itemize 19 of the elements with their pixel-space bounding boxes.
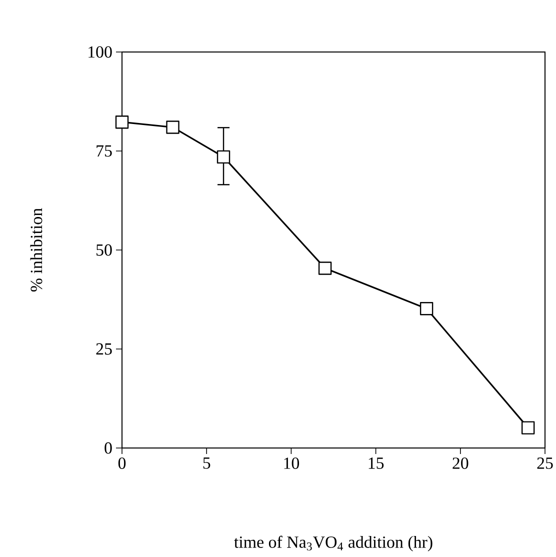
y-axis-title: % inhibition <box>30 208 42 292</box>
x-tick-label: 20 <box>452 458 468 469</box>
x-tick-label: 5 <box>203 458 210 469</box>
y-tick-label: 50 <box>96 244 112 256</box>
point <box>166 120 180 134</box>
point <box>420 302 434 316</box>
point <box>115 115 129 129</box>
x-tick-label: 15 <box>368 458 384 469</box>
x-axis-title: time of Na$_{3}$VO$_{4}$ addition (hr) <box>234 536 432 552</box>
y-tick-label: 25 <box>96 343 112 355</box>
x-tick-label: 10 <box>284 458 300 469</box>
point <box>216 150 230 164</box>
x-tick-label: 25 <box>537 458 553 469</box>
y-tick-label: 0 <box>104 442 112 454</box>
point <box>318 262 332 275</box>
y-tick-label: 75 <box>96 145 112 157</box>
y-tick-label: 100 <box>88 46 112 58</box>
point <box>521 421 535 434</box>
x-tick-label: 0 <box>118 458 126 469</box>
